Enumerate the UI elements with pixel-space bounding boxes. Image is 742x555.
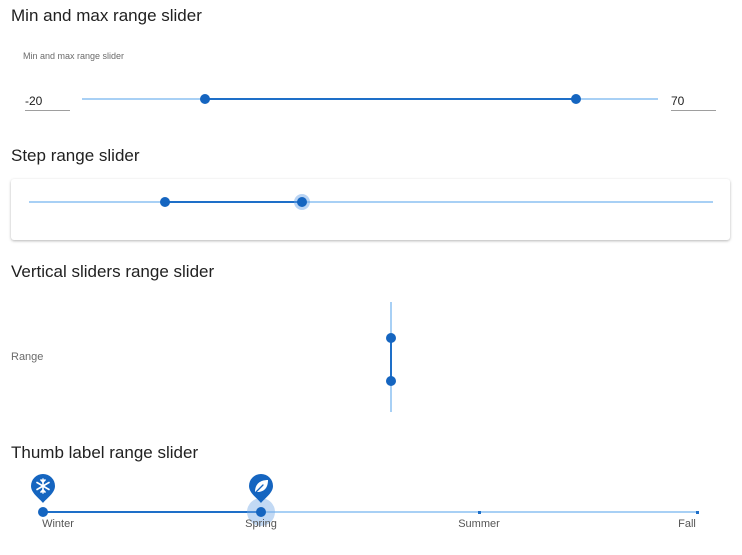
- max-value-input[interactable]: [671, 94, 716, 108]
- tick-label-winter: Winter: [42, 518, 74, 530]
- step-track[interactable]: [29, 201, 713, 203]
- spring-thumb[interactable]: [256, 507, 266, 517]
- tick-summer: [478, 511, 481, 514]
- thumb-label-track-active: [43, 511, 261, 513]
- min-max-thumb-start[interactable]: [200, 94, 210, 104]
- min-max-track-active: [205, 98, 576, 100]
- vertical-section-title: Vertical sliders range slider: [11, 262, 215, 281]
- thumb-label-track[interactable]: [43, 511, 697, 513]
- step-track-active: [165, 201, 302, 203]
- vertical-range-label: Range: [11, 351, 44, 363]
- min-value-field[interactable]: [25, 92, 70, 111]
- vertical-thumb-bottom[interactable]: [386, 376, 396, 386]
- tick-label-spring: Spring: [245, 518, 277, 530]
- leaf-thumb-label: [248, 474, 274, 504]
- step-thumb-end[interactable]: [297, 197, 307, 207]
- vertical-track-active: [390, 338, 392, 381]
- tick-fall: [696, 511, 699, 514]
- leaf-icon: [249, 474, 273, 503]
- tick-label-summer: Summer: [458, 518, 500, 530]
- tick-label-fall: Fall: [678, 518, 696, 530]
- min-max-thumb-end[interactable]: [571, 94, 581, 104]
- min-max-section-title: Min and max range slider: [11, 6, 202, 25]
- min-value-input[interactable]: [25, 94, 70, 108]
- min-max-caption: Min and max range slider: [23, 51, 125, 61]
- max-value-field[interactable]: [671, 92, 716, 111]
- snowflake-icon: [31, 474, 55, 503]
- step-thumb-start[interactable]: [160, 197, 170, 207]
- snowflake-thumb-label: [30, 474, 56, 504]
- step-slider-card: [11, 179, 730, 240]
- step-section-title: Step range slider: [11, 146, 140, 165]
- winter-thumb[interactable]: [38, 507, 48, 517]
- vertical-thumb-top[interactable]: [386, 333, 396, 343]
- thumb-label-section-title: Thumb label range slider: [11, 443, 199, 462]
